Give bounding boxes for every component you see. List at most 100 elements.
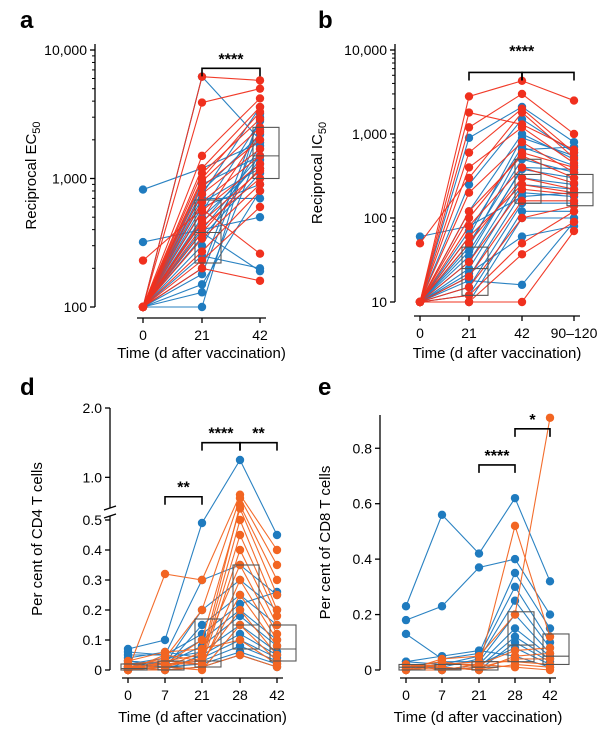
x-tick-label: 0 xyxy=(416,325,424,341)
box xyxy=(542,633,570,666)
data-point-blue xyxy=(415,232,425,241)
data-point-blue xyxy=(255,212,265,222)
data-point-orange xyxy=(123,656,133,666)
y-tick-label: 0.2 xyxy=(83,602,103,618)
series-line-orange xyxy=(405,417,551,671)
data-point-blue xyxy=(437,510,447,519)
y-tick-label: 0.1 xyxy=(83,632,103,648)
x-tick-label: 0 xyxy=(124,687,132,703)
data-point-orange xyxy=(235,530,245,540)
data-point-red xyxy=(255,135,265,145)
y-tick-label: 0.4 xyxy=(353,551,373,567)
data-point-red xyxy=(255,186,265,196)
axis-break-mark xyxy=(103,513,117,519)
data-point-red xyxy=(464,163,474,172)
box xyxy=(194,618,222,668)
data-point-red xyxy=(517,297,527,307)
data-point-blue xyxy=(235,641,245,651)
series-line-red xyxy=(419,205,575,303)
data-point-red xyxy=(517,108,527,117)
series-line-red xyxy=(419,93,575,303)
data-point-red xyxy=(197,98,207,107)
x-tick-label: 21 xyxy=(194,327,210,343)
series-line-blue xyxy=(419,225,575,303)
y-axis-title-text: Per cent of CD8 T cells xyxy=(317,466,334,620)
data-point-orange xyxy=(235,605,245,615)
x-tick-label: 42 xyxy=(269,687,285,703)
data-point-blue xyxy=(401,629,411,639)
y-axis-title-subscript: 50 xyxy=(31,121,43,133)
data-point-red xyxy=(197,264,207,273)
y-tick-label: 1,000 xyxy=(52,171,87,187)
series-line-red xyxy=(419,200,574,303)
panel-a: a 100 1,000 10,000 0 21 42 Time (d after vaccin… xyxy=(20,7,286,362)
data-point-red xyxy=(517,239,527,248)
panel-d: d 0 0.1 0.2 0.3 0.4 0.5 1.0 2.0 0 7 21 28 42 Time (d a… xyxy=(20,374,297,726)
data-point-blue xyxy=(517,207,527,216)
data-point-red xyxy=(464,213,474,223)
series-line-red xyxy=(419,141,575,303)
significance-bracket xyxy=(478,464,516,473)
box xyxy=(269,624,297,662)
data-point-red xyxy=(569,207,579,216)
data-point-orange xyxy=(545,413,555,422)
data-point-blue xyxy=(545,610,555,619)
data-point-red xyxy=(138,302,148,312)
significance-label: ** xyxy=(252,426,265,443)
data-point-red xyxy=(255,249,265,258)
data-point-blue xyxy=(474,563,484,572)
x-axis-title: Time (d after vaccination) xyxy=(117,345,286,362)
y-tick-label: 0.2 xyxy=(353,607,373,623)
data-point-orange xyxy=(235,493,245,503)
y-tick-label: 2.0 xyxy=(83,400,103,416)
y-axis-title: Reciprocal EC50 xyxy=(23,121,43,229)
box xyxy=(514,158,542,204)
significance-label: **** xyxy=(509,43,535,60)
series-line-blue xyxy=(419,146,575,303)
data-point-red xyxy=(569,217,579,227)
data-point-orange xyxy=(545,665,555,675)
data-point-blue xyxy=(401,602,411,611)
data-point-red xyxy=(517,137,527,147)
x-axis-title: Time (d after vaccination) xyxy=(413,345,582,362)
data-point-red xyxy=(197,174,207,183)
data-point-red xyxy=(517,250,527,259)
data-point-red xyxy=(464,221,474,231)
data-point-red xyxy=(255,202,265,212)
data-point-orange xyxy=(235,504,245,513)
y-tick-label: 0 xyxy=(364,662,372,678)
data-point-blue xyxy=(437,602,447,611)
data-point-red xyxy=(517,89,527,99)
series-line-red xyxy=(419,183,575,303)
data-point-blue xyxy=(138,185,148,194)
data-point-red xyxy=(415,297,425,307)
panel-letter: b xyxy=(318,7,333,34)
data-point-red xyxy=(517,196,527,206)
x-tick-label: 7 xyxy=(161,687,169,703)
data-point-red xyxy=(517,148,527,157)
data-point-orange xyxy=(272,575,282,585)
box xyxy=(157,660,185,671)
y-tick-label: 0.6 xyxy=(353,496,373,512)
data-point-red xyxy=(464,297,474,307)
series-line-red xyxy=(419,126,575,303)
box xyxy=(471,661,499,671)
x-tick-label: 42 xyxy=(252,327,268,343)
y-axis-title-text: Reciprocal IC xyxy=(309,134,326,224)
y-axis-title-text: Per cent of CD4 T cells xyxy=(29,462,46,616)
significance-bracket xyxy=(514,428,551,437)
box xyxy=(434,663,462,671)
data-point-orange xyxy=(160,647,170,657)
y-tick-label: 0.5 xyxy=(83,512,103,528)
significance-bracket xyxy=(201,441,241,451)
x-tick-label: 21 xyxy=(471,687,487,703)
data-point-orange xyxy=(272,641,282,651)
data-point-orange xyxy=(197,644,207,654)
data-point-red xyxy=(255,114,265,124)
x-tick-label: 28 xyxy=(232,687,248,703)
data-point-red xyxy=(255,94,265,103)
series-line-red xyxy=(420,230,575,303)
data-point-blue xyxy=(160,635,170,645)
data-point-orange xyxy=(510,521,520,531)
y-tick-label: 100 xyxy=(64,299,88,315)
